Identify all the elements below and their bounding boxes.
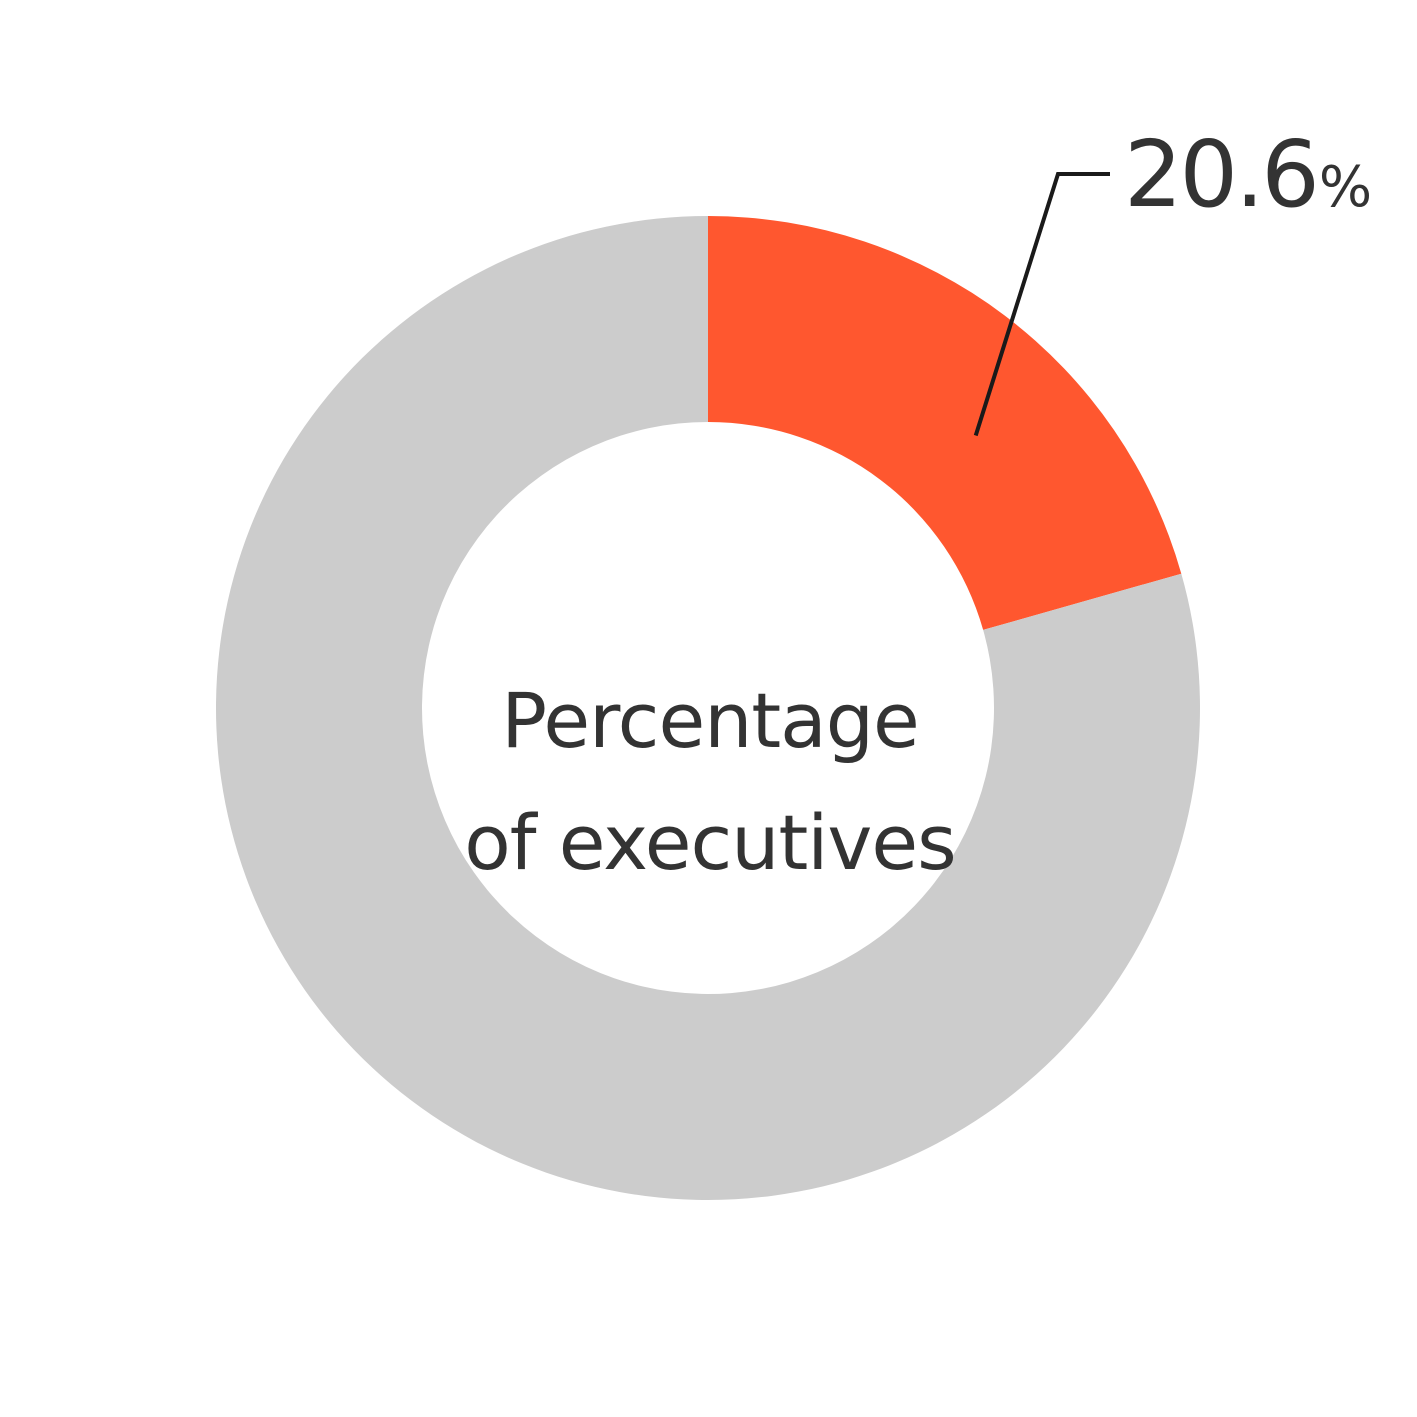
slice-value-unit: % xyxy=(1318,155,1373,220)
donut-slices xyxy=(216,216,1201,1200)
center-label-line2: of executives xyxy=(464,798,956,887)
donut-slice-1 xyxy=(216,216,1201,1200)
slice-value-label: 20.6% xyxy=(1124,120,1372,243)
leader-line xyxy=(973,172,1110,437)
donut-slice-0 xyxy=(708,216,1182,630)
center-label-line1: Percentage xyxy=(501,676,920,765)
center-label: Percentage of executives xyxy=(420,660,1000,904)
slice-value-number: 20.6 xyxy=(1124,121,1320,228)
